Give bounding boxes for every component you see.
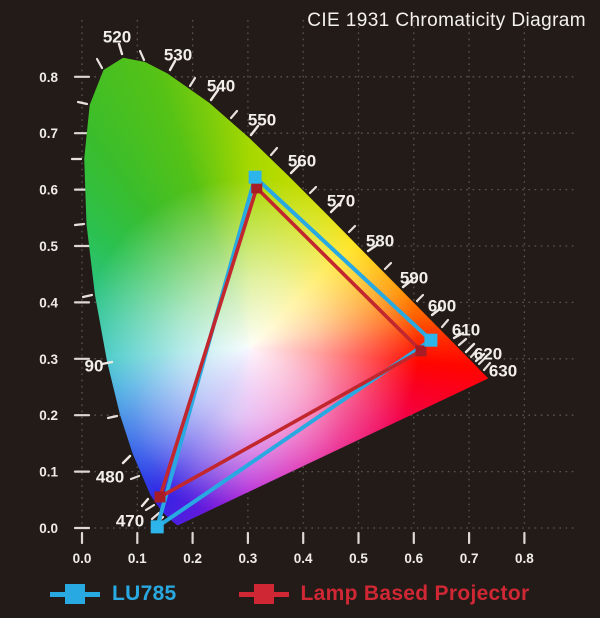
- svg-text:0.1: 0.1: [39, 465, 58, 480]
- legend-label-lamp: Lamp Based Projector: [300, 582, 530, 605]
- svg-text:0.8: 0.8: [39, 70, 58, 85]
- svg-text:0.1: 0.1: [128, 551, 147, 566]
- svg-text:0.8: 0.8: [515, 551, 534, 566]
- svg-text:0.5: 0.5: [349, 551, 368, 566]
- svg-text:470: 470: [116, 512, 144, 531]
- svg-text:0.5: 0.5: [39, 239, 58, 254]
- svg-text:90: 90: [85, 357, 104, 376]
- svg-text:0.6: 0.6: [39, 183, 58, 198]
- svg-text:580: 580: [366, 232, 394, 251]
- svg-text:560: 560: [288, 152, 316, 171]
- svg-text:540: 540: [207, 77, 235, 96]
- lu785-marker-icon: [50, 584, 100, 604]
- svg-text:0.4: 0.4: [39, 295, 58, 310]
- svg-text:480: 480: [96, 468, 124, 487]
- svg-text:0.7: 0.7: [39, 126, 58, 141]
- svg-text:520: 520: [103, 28, 131, 47]
- legend-item-lu785: LU785: [50, 582, 177, 606]
- svg-text:570: 570: [327, 192, 355, 211]
- lamp-marker-icon: [238, 584, 289, 604]
- svg-text:0.7: 0.7: [460, 551, 479, 566]
- svg-text:0.2: 0.2: [183, 551, 202, 566]
- svg-text:620: 620: [474, 345, 502, 364]
- svg-text:0.0: 0.0: [73, 551, 92, 566]
- svg-text:530: 530: [164, 46, 192, 65]
- legend: LU785 Lamp Based Projector: [50, 578, 529, 610]
- chart-title: CIE 1931 Chromaticity Diagram: [307, 10, 586, 31]
- svg-text:590: 590: [400, 269, 428, 288]
- svg-text:0.3: 0.3: [39, 352, 58, 367]
- svg-text:0.2: 0.2: [39, 408, 58, 423]
- svg-text:0.0: 0.0: [39, 521, 58, 536]
- svg-text:0.4: 0.4: [294, 551, 313, 566]
- svg-text:630: 630: [489, 362, 517, 381]
- svg-text:610: 610: [452, 321, 480, 340]
- svg-text:600: 600: [428, 297, 456, 316]
- svg-text:550: 550: [248, 111, 276, 130]
- svg-text:0.6: 0.6: [404, 551, 423, 566]
- legend-item-lamp: Lamp Based Projector: [238, 582, 530, 606]
- svg-text:0.3: 0.3: [239, 551, 258, 566]
- legend-label-lu785: LU785: [112, 582, 177, 605]
